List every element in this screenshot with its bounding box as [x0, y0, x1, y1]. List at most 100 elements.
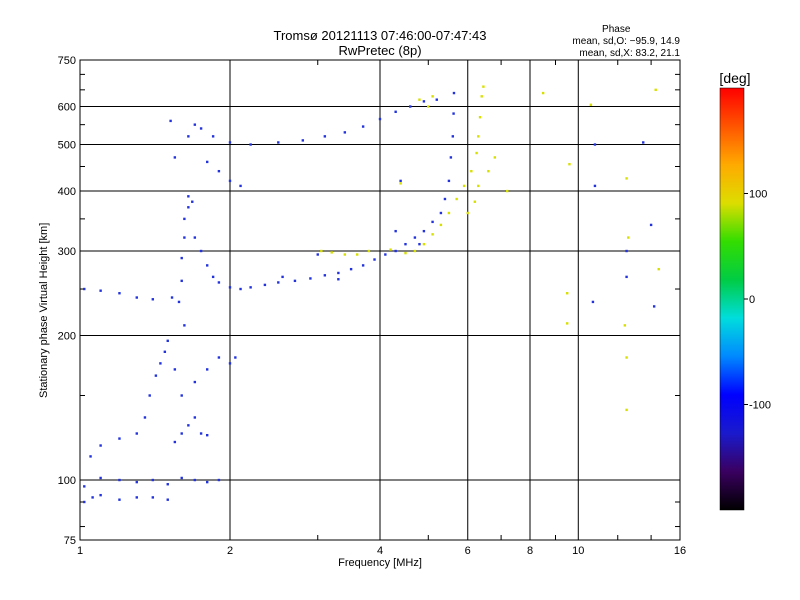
data-point-x	[343, 253, 347, 256]
data-point-o	[431, 220, 434, 224]
data-point-o	[187, 135, 190, 138]
data-point-o	[173, 368, 177, 371]
x-tick-label: 1	[77, 545, 83, 557]
data-point-x	[625, 356, 628, 359]
data-point-x	[477, 135, 480, 138]
data-point-o	[163, 350, 167, 353]
data-point-o	[151, 298, 155, 301]
data-point-x	[565, 292, 569, 295]
data-point-o	[625, 275, 628, 279]
data-point-o	[135, 496, 138, 499]
data-point-x	[431, 233, 434, 236]
data-point-o	[361, 264, 365, 267]
y-tick-label: 300	[58, 246, 76, 258]
data-point-o	[173, 440, 177, 444]
data-point-o	[228, 141, 232, 144]
data-point-o	[180, 256, 183, 260]
data-point-x	[505, 189, 509, 193]
x-tick-label: 16	[674, 545, 686, 557]
data-point-o	[217, 169, 221, 173]
data-point-o	[309, 277, 312, 280]
data-point-x	[627, 236, 630, 239]
data-point-o	[180, 432, 183, 435]
data-point-o	[239, 184, 242, 188]
data-point-o	[170, 296, 174, 299]
data-point-o	[217, 356, 221, 359]
data-point-o	[180, 394, 183, 397]
data-point-x	[657, 267, 660, 271]
data-point-o	[399, 179, 402, 183]
data-point-o	[193, 478, 197, 482]
y-tick-label: 400	[58, 186, 76, 198]
data-point-o	[409, 105, 412, 108]
data-point-o	[83, 287, 86, 291]
data-point-o	[205, 480, 209, 484]
data-point-o	[135, 296, 138, 299]
data-point-o	[343, 131, 347, 134]
data-point-o	[118, 498, 121, 501]
data-point-o	[205, 433, 209, 437]
y-tick-label: 600	[58, 102, 76, 114]
data-point-x	[482, 85, 485, 88]
phase-line-x: mean, sd,X: 83.2, 21.1	[579, 48, 680, 59]
data-point-o	[187, 195, 190, 198]
data-point-o	[593, 184, 597, 188]
data-point-x	[477, 184, 480, 188]
data-point-o	[277, 141, 280, 144]
plot-frame	[79, 59, 681, 541]
data-point-x	[439, 223, 443, 227]
data-point-x	[447, 211, 451, 215]
data-point-o	[99, 444, 102, 447]
data-point-o	[205, 160, 209, 164]
data-point-o	[217, 281, 221, 284]
colorbar-tick-label: 0	[749, 294, 755, 306]
x-tick-label: 8	[527, 545, 533, 557]
data-point-o	[169, 119, 172, 123]
data-point-o	[211, 275, 215, 279]
data-point-o	[183, 217, 186, 221]
data-point-o	[649, 223, 653, 227]
data-point-x	[565, 322, 569, 325]
y-axis-label: Stationary phase Virtual Height [km]	[38, 222, 50, 398]
data-point-o	[166, 339, 169, 343]
data-point-o	[263, 283, 267, 287]
y-tick-label: 100	[58, 475, 76, 487]
data-point-x	[654, 88, 657, 92]
data-point-o	[337, 271, 340, 275]
y-tick-label: 200	[58, 331, 76, 343]
data-point-x	[466, 211, 469, 215]
data-point-x	[455, 197, 458, 201]
data-point-o	[642, 141, 645, 144]
data-point-o	[99, 289, 102, 292]
data-point-x	[367, 249, 371, 253]
data-point-o	[316, 253, 319, 256]
data-point-x	[462, 184, 466, 188]
data-point-o	[422, 229, 426, 233]
data-point-o	[249, 143, 252, 146]
data-point-o	[191, 200, 194, 203]
data-point-o	[99, 476, 102, 480]
colorbar-tick-label: -100	[749, 400, 771, 412]
data-point-o	[413, 236, 417, 239]
x-tick-label: 10	[572, 545, 584, 557]
data-point-o	[166, 483, 169, 486]
data-point-x	[625, 408, 628, 412]
data-point-x	[473, 200, 477, 203]
data-point-x	[320, 249, 323, 253]
data-point-x	[418, 98, 421, 101]
data-point-o	[349, 267, 353, 271]
data-point-o	[378, 117, 382, 121]
data-point-o	[394, 110, 397, 113]
grid-lines	[80, 60, 680, 540]
data-points	[83, 85, 660, 504]
data-point-o	[281, 275, 284, 279]
data-point-x	[623, 324, 627, 327]
data-point-o	[166, 498, 169, 501]
data-point-o	[447, 179, 451, 183]
data-point-o	[205, 264, 209, 267]
colorbar-tick-label: 100	[749, 189, 767, 201]
data-point-o	[593, 143, 597, 146]
data-point-o	[452, 112, 455, 115]
data-point-o	[99, 493, 102, 497]
data-point-o	[118, 478, 121, 482]
